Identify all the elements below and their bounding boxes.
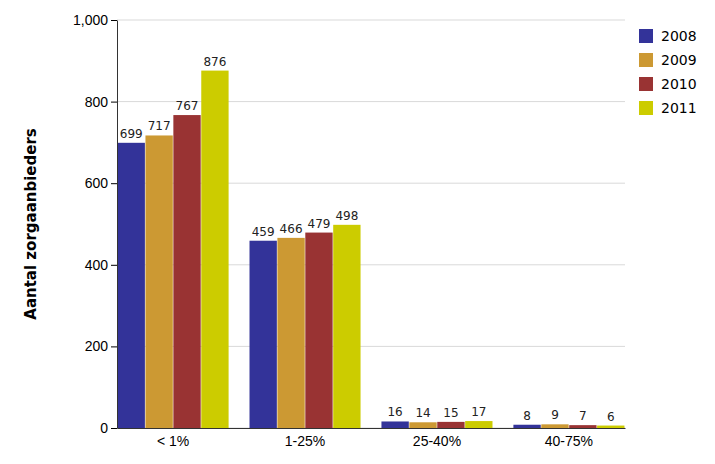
plot: 699 459 16 8 717 466 14 9 767 479 15 7 876 498 17 6 0 200… bbox=[73, 12, 626, 449]
legend-label: 2008 bbox=[661, 28, 697, 44]
legend-swatch bbox=[639, 29, 653, 43]
legend-label: 2011 bbox=[661, 100, 697, 116]
y-tick: 800 bbox=[85, 94, 117, 110]
bar bbox=[277, 238, 304, 428]
y-tick: 0 bbox=[100, 420, 117, 436]
legend: 2008 2009 2010 2011 bbox=[639, 28, 697, 116]
legend-item: 2010 bbox=[639, 76, 697, 92]
data-label: 876 bbox=[203, 55, 226, 69]
bar bbox=[465, 421, 492, 428]
y-tick: 1,000 bbox=[73, 12, 117, 28]
y-tick-label: 800 bbox=[85, 94, 109, 110]
data-label: 466 bbox=[280, 222, 303, 236]
bar bbox=[333, 225, 360, 428]
bars bbox=[118, 71, 625, 428]
y-tick-label: 400 bbox=[85, 257, 109, 273]
data-label: 459 bbox=[252, 225, 275, 239]
bar bbox=[305, 233, 332, 428]
y-tick-label: 600 bbox=[85, 175, 109, 191]
data-label: 717 bbox=[148, 119, 171, 133]
bar bbox=[381, 421, 408, 428]
chart: 699 459 16 8 717 466 14 9 767 479 15 7 876 498 17 6 0 200… bbox=[0, 0, 715, 464]
bar bbox=[118, 143, 145, 428]
y-tick-mark bbox=[111, 428, 117, 429]
data-label: 8 bbox=[523, 409, 531, 423]
legend-swatch bbox=[639, 77, 653, 91]
bar bbox=[513, 425, 540, 428]
y-tick-mark bbox=[111, 183, 117, 184]
data-labels: 699 459 16 8 717 466 14 9 767 479 15 7 876 498 17 6 bbox=[120, 55, 615, 424]
x-tick: 1-25% bbox=[285, 433, 325, 449]
grid-line bbox=[117, 20, 625, 21]
data-label: 16 bbox=[387, 405, 402, 419]
bar bbox=[250, 241, 277, 428]
legend-item: 2011 bbox=[639, 100, 697, 116]
legend-swatch bbox=[639, 101, 653, 115]
x-tick: 25-40% bbox=[413, 433, 461, 449]
bar bbox=[437, 422, 464, 428]
y-tick-label: 0 bbox=[100, 420, 108, 436]
y-tick-mark bbox=[111, 102, 117, 103]
bar bbox=[569, 425, 596, 428]
x-tick: 40-75% bbox=[545, 433, 593, 449]
data-label: 6 bbox=[607, 410, 615, 424]
data-label: 14 bbox=[415, 406, 430, 420]
y-tick-label: 1,000 bbox=[73, 12, 108, 28]
y-tick-mark bbox=[111, 346, 117, 347]
bar bbox=[201, 71, 228, 428]
x-tick: < 1% bbox=[157, 433, 189, 449]
data-label: 767 bbox=[176, 99, 199, 113]
x-tick-label: < 1% bbox=[157, 433, 189, 449]
x-axis: < 1% 1-25% 25-40% 40-75% bbox=[118, 429, 626, 449]
data-label: 699 bbox=[120, 127, 143, 141]
data-label: 17 bbox=[471, 405, 486, 419]
bar bbox=[597, 426, 624, 428]
y-tick-mark bbox=[111, 20, 117, 21]
x-tick-label: 40-75% bbox=[545, 433, 593, 449]
data-label: 498 bbox=[335, 209, 358, 223]
data-label: 7 bbox=[579, 409, 587, 423]
grid bbox=[117, 20, 625, 428]
y-tick: 200 bbox=[85, 338, 117, 354]
legend-label: 2009 bbox=[661, 52, 697, 68]
y-tick-mark bbox=[111, 265, 117, 266]
x-tick-label: 25-40% bbox=[413, 433, 461, 449]
data-label: 15 bbox=[443, 406, 458, 420]
x-axis-line bbox=[118, 428, 626, 429]
bar bbox=[409, 422, 436, 428]
bar bbox=[145, 135, 172, 428]
legend-label: 2010 bbox=[661, 76, 697, 92]
legend-item: 2009 bbox=[639, 52, 697, 68]
x-tick-label: 1-25% bbox=[285, 433, 325, 449]
y-axis-line bbox=[117, 21, 118, 429]
bar bbox=[541, 424, 568, 428]
y-tick: 600 bbox=[85, 175, 117, 191]
bar bbox=[173, 115, 200, 428]
data-label: 9 bbox=[551, 408, 559, 422]
data-label: 479 bbox=[308, 217, 331, 231]
legend-item: 2008 bbox=[639, 28, 697, 44]
y-tick: 400 bbox=[85, 257, 117, 273]
y-axis-title: Aantal zorgaanbieders bbox=[22, 128, 40, 320]
legend-swatch bbox=[639, 53, 653, 67]
y-tick-label: 200 bbox=[85, 338, 109, 354]
y-axis: 0 200 400 600 800 1,000 bbox=[73, 12, 118, 436]
